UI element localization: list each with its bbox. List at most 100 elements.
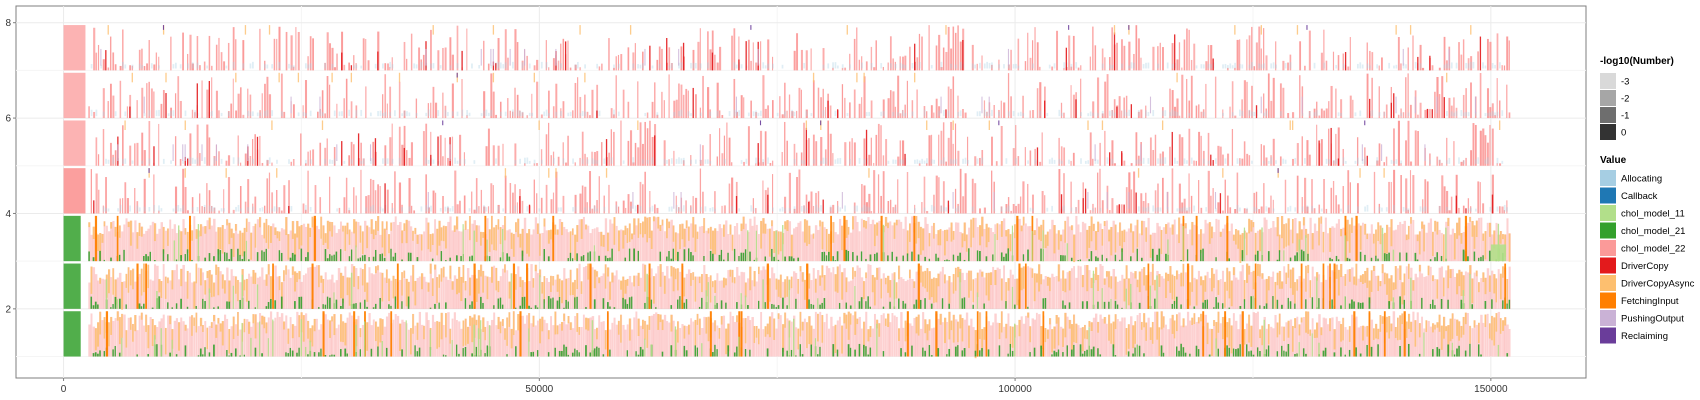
bar-fetching-input	[681, 263, 684, 309]
bar-driver-copy-async	[412, 230, 414, 241]
bar-chol-model-22	[617, 279, 620, 309]
bar-chol-model-22	[125, 218, 128, 262]
bar-driver-copy-async	[889, 280, 892, 298]
bar-chol-model-22	[331, 274, 334, 309]
bar-chol-model-22	[1484, 314, 1487, 357]
bar-driver-copy-async	[385, 269, 388, 283]
bar-chol-model-21	[269, 299, 272, 309]
bar-chol-model-22	[991, 170, 993, 214]
bar-chol-model-22	[1248, 265, 1251, 309]
bar-chol-model-22	[497, 145, 500, 166]
bar-chol-model-22	[447, 221, 450, 262]
bar-chol-model-21	[569, 252, 572, 262]
bar-allocating	[632, 157, 635, 164]
bar-chol-model-22	[550, 155, 552, 166]
bar-driver-copy-async	[661, 319, 664, 331]
bar-chol-model-21	[1066, 345, 1068, 357]
bar-chol-model-21	[571, 352, 574, 357]
bar-chol-model-22	[184, 186, 187, 214]
bar-chol-model-22	[677, 233, 680, 262]
bar-allocating	[1147, 206, 1150, 212]
bar-driver-copy-async	[709, 226, 712, 250]
bar-chol-model-22	[1097, 274, 1100, 309]
bar-chol-model-21	[1086, 301, 1088, 309]
bar-driver-copy-async	[392, 275, 395, 299]
bar-chol-model-21	[1281, 345, 1283, 357]
bar-chol-model-21	[1040, 345, 1043, 357]
bar-chol-model-22	[127, 221, 131, 262]
bar-driver-copy-async	[508, 312, 511, 327]
bar-chol-model-21	[1438, 348, 1441, 357]
bar-driver-copy-async	[1296, 233, 1299, 252]
bar-driver-copy-async	[121, 281, 124, 310]
bar-chol-model-22	[814, 225, 818, 262]
bar-driver-copy-async	[263, 316, 266, 329]
bar-chol-model-11	[747, 230, 749, 262]
bar-chol-model-21	[455, 255, 458, 262]
bar-chol-model-21	[867, 296, 869, 309]
bar-driver-copy-async	[245, 218, 248, 232]
bar-driver-copy-async	[637, 120, 639, 130]
bar-chol-model-21	[808, 299, 810, 309]
bar-chol-model-22	[202, 272, 205, 309]
bar-chol-model-22	[996, 223, 999, 262]
bar-chol-model-22	[125, 273, 128, 309]
bar-chol-model-22	[869, 264, 872, 309]
bar-driver-copy-async	[1095, 231, 1098, 251]
bar-chol-model-22	[1421, 316, 1423, 357]
bar-chol-model-22	[674, 268, 677, 309]
bar-chol-model-22	[675, 195, 677, 214]
bar-chol-model-22	[1283, 266, 1286, 309]
bar-chol-model-22	[547, 281, 551, 309]
bar-chol-model-22	[736, 223, 739, 262]
bar-chol-model-21	[922, 347, 924, 357]
bar-chol-model-21	[521, 297, 524, 309]
bar-driver-copy-async	[1027, 312, 1030, 318]
bar-chol-model-22	[180, 317, 183, 357]
bar-chol-model-22	[1392, 230, 1396, 262]
bar-driver-copy-async	[1022, 266, 1025, 289]
bar-chol-model-21	[1053, 350, 1056, 357]
bar-chol-model-22	[264, 205, 266, 214]
bar-driver-copy-async	[659, 224, 662, 231]
bar-driver-copy-async	[1130, 223, 1132, 233]
bar-chol-model-22	[1458, 207, 1460, 214]
bar-driver-copy-async	[1057, 264, 1060, 282]
bar-chol-model-22	[385, 221, 388, 262]
bar-chol-model-22	[1272, 328, 1275, 357]
bar-chol-model-22	[1156, 222, 1159, 262]
bar-chol-model-22	[764, 190, 767, 214]
bar-chol-model-22	[355, 268, 358, 309]
bar-chol-model-21	[589, 352, 592, 357]
bar-chol-model-22	[1105, 220, 1108, 262]
bar-chol-model-22	[338, 207, 341, 214]
bar-driver-copy-async	[469, 315, 471, 326]
bar-driver-copy-async	[416, 234, 419, 244]
bar-allocating	[524, 157, 526, 164]
bar-driver-copy-async	[985, 223, 988, 248]
bar-chol-model-22	[1462, 205, 1465, 214]
bar-chol-model-22	[1340, 228, 1343, 262]
bar-chol-model-21	[948, 260, 950, 262]
bar-allocating	[1178, 208, 1181, 212]
bar-chol-model-21	[151, 307, 154, 309]
bar-driver-copy-async	[140, 226, 143, 237]
bar-driver-copy-async	[118, 225, 121, 238]
bar-pushing-output	[632, 192, 634, 209]
bar-driver-copy-async	[1211, 328, 1213, 356]
bar-chol-model-22	[564, 162, 568, 166]
bar-chol-model-21	[948, 303, 951, 309]
bar-chol-model-21	[199, 348, 202, 357]
bar-chol-model-22	[718, 327, 721, 357]
bar-chol-model-22	[1024, 223, 1027, 262]
bar-chol-model-21	[790, 349, 793, 357]
bar-chol-model-21	[191, 259, 193, 262]
bar-chol-model-21	[184, 254, 186, 262]
bar-chol-model-22	[649, 191, 651, 214]
bar-driver-copy-async	[779, 274, 782, 298]
bar-chol-model-22	[1508, 266, 1511, 309]
bar-driver-copy-async	[431, 233, 434, 246]
bar-chol-model-22	[1123, 317, 1126, 357]
bar-chol-model-21	[248, 259, 250, 262]
bar-chol-model-22	[769, 162, 772, 166]
